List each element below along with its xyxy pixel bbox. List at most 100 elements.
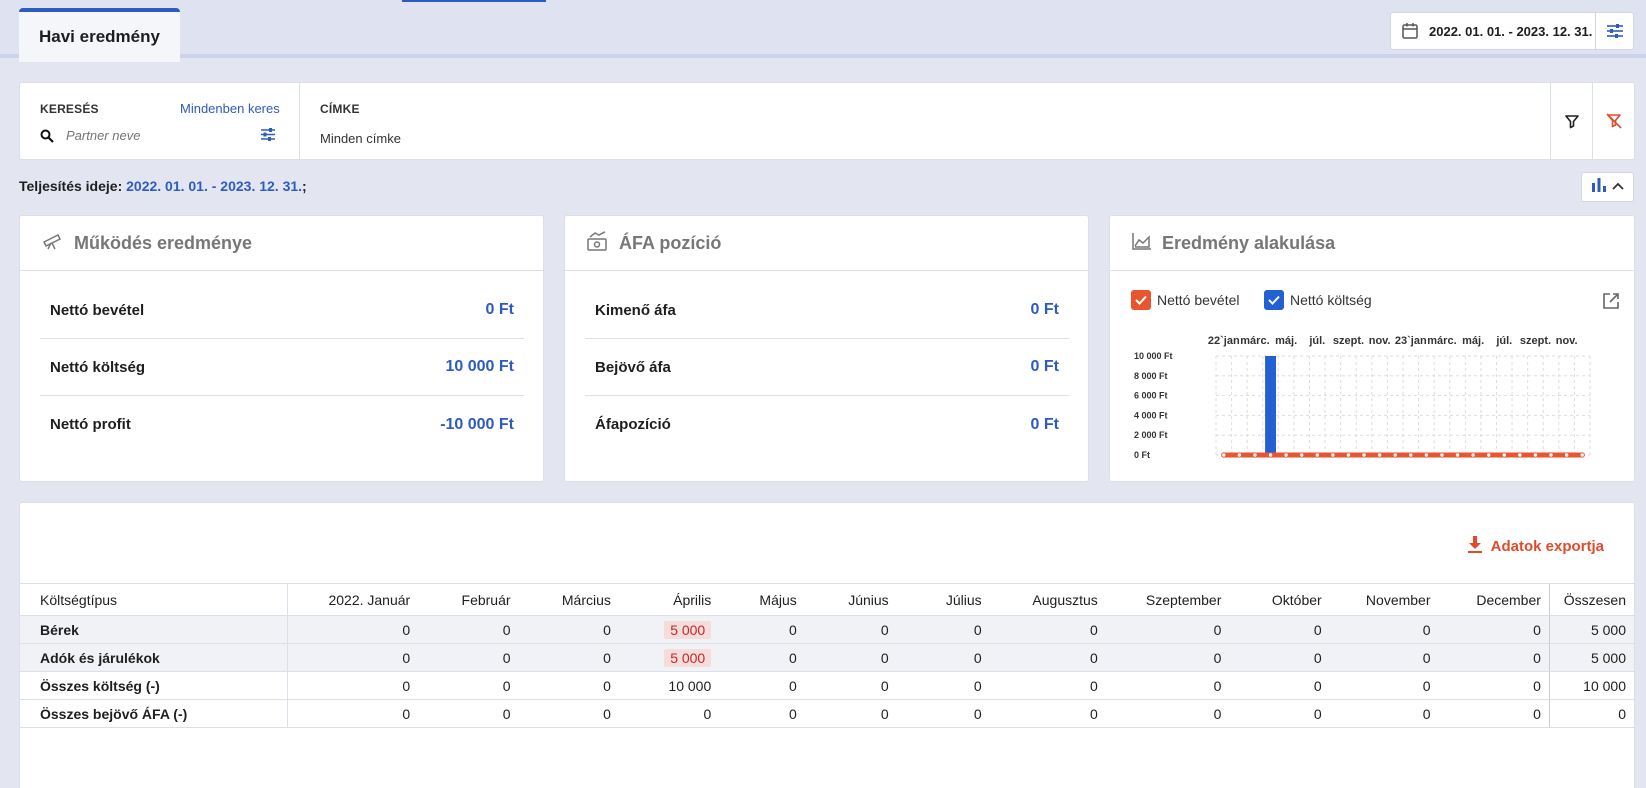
table-cell[interactable]: 0	[719, 699, 805, 728]
clear-filter-icon[interactable]	[1592, 83, 1634, 159]
x-tick-label: nov.	[1369, 335, 1391, 347]
income-point	[1221, 452, 1227, 458]
table-cell[interactable]: 0	[804, 615, 897, 644]
column-header[interactable]: November	[1329, 583, 1439, 616]
chevron-up-icon	[1612, 178, 1624, 196]
table-cell[interactable]: 5 000	[618, 615, 720, 644]
row-total: 5 000	[1548, 643, 1634, 672]
table-cell[interactable]: 0	[896, 615, 990, 644]
table-cell[interactable]: 0	[1229, 671, 1330, 700]
row-label: Nettó profit	[50, 416, 131, 433]
column-header[interactable]: Összesen	[1548, 583, 1634, 616]
x-tick-label: márc.	[1427, 335, 1456, 347]
table-cell[interactable]: 0	[518, 671, 619, 700]
table-cell[interactable]: 0	[1105, 699, 1230, 728]
table-cell[interactable]: 0	[989, 699, 1106, 728]
column-header-type[interactable]: Költségtípus	[20, 583, 288, 616]
date-range-picker[interactable]: 2022. 01. 01. - 2023. 12. 31.	[1390, 12, 1634, 50]
table-cell[interactable]: 0	[1229, 699, 1330, 728]
column-header[interactable]: Február	[418, 583, 519, 616]
table-cell[interactable]: 0	[418, 615, 519, 644]
table-cell[interactable]: 0	[287, 671, 419, 700]
table-cell[interactable]: 0	[719, 615, 805, 644]
table-cell[interactable]: 0	[518, 699, 619, 728]
table-cell[interactable]: 0	[518, 615, 619, 644]
column-header[interactable]: Április	[618, 583, 720, 616]
table-cell[interactable]: 0	[719, 643, 805, 672]
column-header[interactable]: Augusztus	[989, 583, 1106, 616]
checkbox-checked-icon[interactable]	[1131, 290, 1151, 310]
table-cell[interactable]: 0	[804, 699, 897, 728]
result-trend-chart: 10 000 Ft 8 000 Ft 6 000 Ft 4 000 Ft 2 000 F…	[1134, 335, 1591, 460]
table-cell[interactable]: 5 000	[618, 643, 720, 672]
partner-search-input[interactable]	[66, 125, 246, 145]
table-cell[interactable]: 0	[287, 643, 419, 672]
export-data-button[interactable]: Adatok exportja	[1467, 535, 1604, 557]
table-cell[interactable]: 0	[1438, 615, 1550, 644]
table-cell[interactable]: 0	[804, 643, 897, 672]
tab-monthly-result[interactable]: Havi eredmény	[19, 8, 180, 62]
tag-select[interactable]: Minden címke	[320, 131, 401, 146]
filter-icon[interactable]	[1550, 83, 1592, 159]
table-cell[interactable]: 0	[896, 643, 990, 672]
y-tick-label: 10 000 Ft	[1134, 351, 1173, 361]
table-cell[interactable]: 10 000	[618, 671, 720, 700]
table-cell[interactable]: 0	[1438, 671, 1550, 700]
table-cell[interactable]: 0	[1329, 671, 1439, 700]
column-header[interactable]: Március	[518, 583, 619, 616]
legend-income[interactable]: Nettó bevétel	[1131, 290, 1240, 310]
table-cell[interactable]: 0	[1229, 643, 1330, 672]
table-cell[interactable]: 0	[1329, 615, 1439, 644]
table-cell[interactable]: 0	[989, 643, 1106, 672]
open-external-icon[interactable]	[1602, 292, 1620, 315]
table-cell[interactable]: 0	[1329, 643, 1439, 672]
income-point	[1470, 452, 1476, 458]
search-everywhere-link[interactable]: Mindenben keres	[180, 101, 280, 116]
column-header[interactable]: Szeptember	[1105, 583, 1230, 616]
table-cell[interactable]: 0	[989, 671, 1106, 700]
tune-settings-icon[interactable]	[1595, 13, 1633, 49]
table-cell[interactable]: 0	[1105, 643, 1230, 672]
checkbox-checked-icon[interactable]	[1264, 290, 1284, 310]
table-cell[interactable]: 0	[1105, 671, 1230, 700]
column-header[interactable]: Október	[1229, 583, 1330, 616]
date-range-value[interactable]: 2022. 01. 01. - 2023. 12. 31.	[1429, 23, 1593, 39]
table-cell[interactable]: 0	[418, 643, 519, 672]
table-cell[interactable]: 0	[1438, 643, 1550, 672]
table-cell[interactable]: 0	[1438, 699, 1550, 728]
table-cell[interactable]: 0	[989, 615, 1106, 644]
column-header[interactable]: Július	[896, 583, 990, 616]
incoming-vat-row: Bejövő áfa 0 Ft	[585, 339, 1069, 396]
legend-cost[interactable]: Nettó költség	[1264, 290, 1372, 310]
income-point	[1236, 452, 1243, 458]
table-cell[interactable]: 0	[418, 699, 519, 728]
income-point	[1548, 452, 1554, 458]
column-header[interactable]: Június	[804, 583, 897, 616]
tag-label: CÍMKE	[320, 102, 360, 116]
table-cell[interactable]: 0	[287, 699, 419, 728]
cost-bar	[1265, 356, 1276, 455]
table-cell[interactable]: 0	[804, 671, 897, 700]
table-cell[interactable]: 0	[287, 615, 419, 644]
column-header[interactable]: Május	[719, 583, 805, 616]
table-cell[interactable]: 0	[896, 671, 990, 700]
monthly-table-panel: Adatok exportja Költségtípus 2022. Január…	[19, 502, 1635, 788]
income-point	[1392, 452, 1398, 458]
calendar-icon[interactable]	[1391, 13, 1429, 49]
row-total: 10 000	[1548, 671, 1634, 700]
table-cell[interactable]: 0	[1105, 615, 1230, 644]
card-title: ÁFA pozíció	[619, 232, 722, 253]
column-header[interactable]: December	[1438, 583, 1550, 616]
table-cell[interactable]: 0	[518, 643, 619, 672]
income-point	[1345, 452, 1352, 458]
income-point	[1267, 452, 1274, 458]
table-cell[interactable]: 0	[1229, 615, 1330, 644]
table-cell[interactable]: 0	[418, 671, 519, 700]
column-header[interactable]: 2022. Január	[287, 583, 419, 616]
search-options-icon[interactable]	[260, 127, 276, 147]
table-cell[interactable]: 0	[618, 699, 720, 728]
table-cell[interactable]: 0	[896, 699, 990, 728]
chart-toggle-button[interactable]	[1581, 172, 1634, 202]
table-cell[interactable]: 0	[1329, 699, 1439, 728]
table-cell[interactable]: 0	[719, 671, 805, 700]
